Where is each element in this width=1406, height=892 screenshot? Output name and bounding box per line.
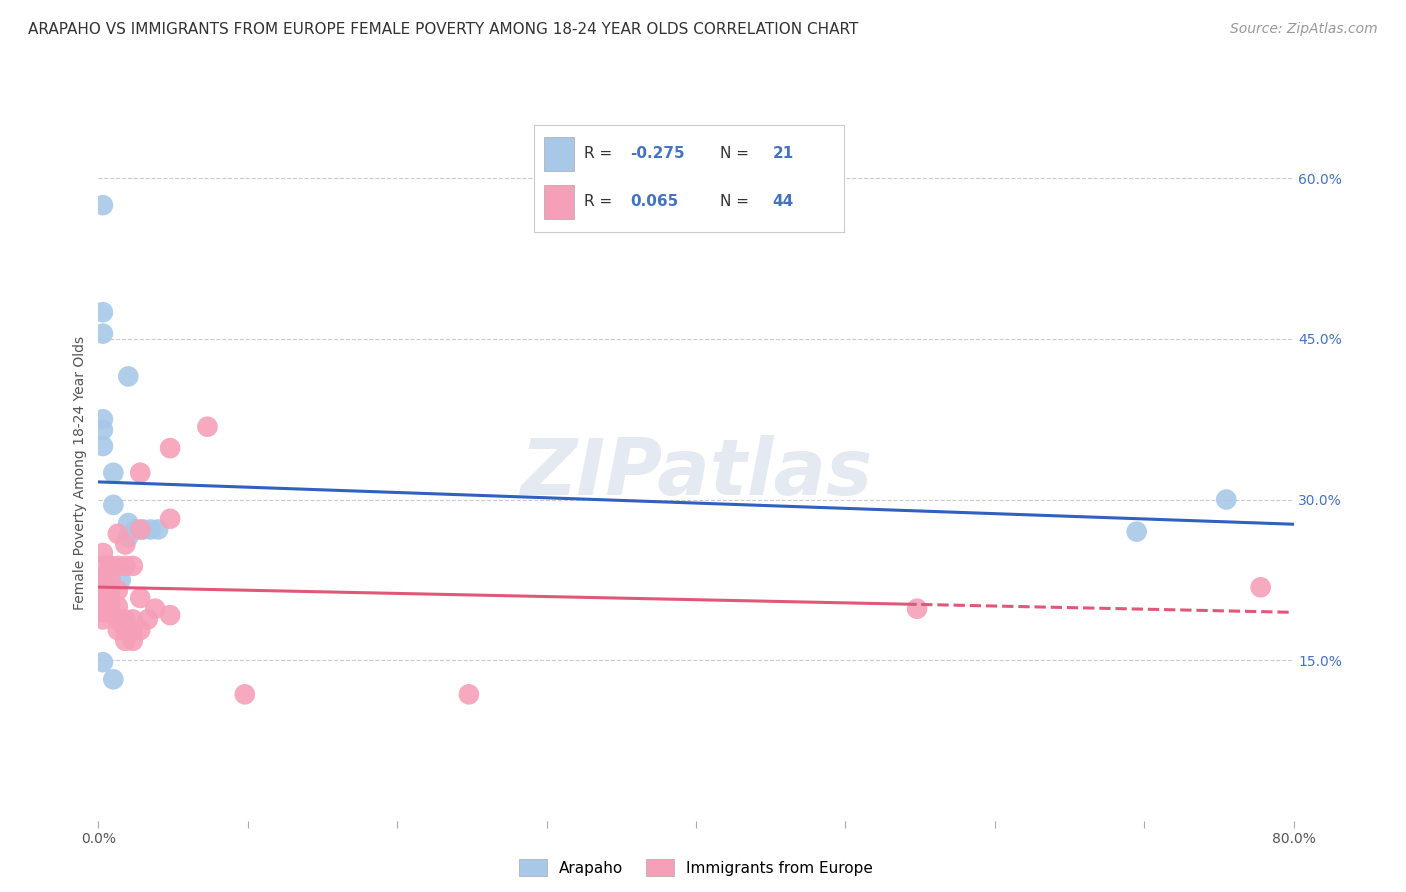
Point [107,583,129,598]
Point [91,412,114,426]
Point [100,573,122,587]
Point [107,623,129,637]
Point [91,583,114,598]
Point [129,523,152,537]
Point [114,633,136,648]
Point [100,583,122,598]
Point [121,623,143,637]
Point [121,633,143,648]
Text: R =: R = [583,146,617,161]
Point [114,558,136,573]
Point [91,546,114,560]
Text: -0.275: -0.275 [630,146,685,161]
Point [114,537,136,551]
Point [458,687,481,701]
Point [91,612,114,626]
Point [233,687,256,701]
Point [107,558,129,573]
Point [129,591,152,605]
Y-axis label: Female Poverty Among 18-24 Year Olds: Female Poverty Among 18-24 Year Olds [73,335,87,610]
Bar [544,185,575,219]
Point [129,623,152,637]
Point [117,369,139,384]
Point [129,466,152,480]
Text: N =: N = [720,146,754,161]
Point [159,608,181,623]
Point [114,612,136,626]
Point [91,326,114,341]
Point [91,605,114,619]
Point [91,573,114,587]
Point [103,498,125,512]
Point [125,523,148,537]
Point [91,576,114,591]
Point [107,599,129,614]
Point [148,523,170,537]
Point [117,530,139,544]
Point [1215,492,1237,507]
Point [159,512,181,526]
Point [91,198,114,212]
Point [121,612,143,626]
Text: 21: 21 [772,146,794,161]
Point [159,441,181,455]
Point [103,466,125,480]
Point [121,558,143,573]
Point [107,612,129,626]
Point [91,589,114,603]
Point [139,523,162,537]
Point [91,439,114,453]
Point [100,594,122,608]
Point [1250,580,1272,594]
Bar [544,136,575,171]
Point [91,594,114,608]
Point [143,601,166,615]
Text: N =: N = [720,194,754,210]
Text: ZIPatlas: ZIPatlas [520,434,872,511]
Text: 44: 44 [772,194,794,210]
Text: Source: ZipAtlas.com: Source: ZipAtlas.com [1230,22,1378,37]
Point [100,605,122,619]
Text: R =: R = [583,194,617,210]
Text: 0.065: 0.065 [630,194,679,210]
Point [107,526,129,541]
Point [91,305,114,319]
Point [91,655,114,669]
Point [91,599,114,614]
Text: ARAPAHO VS IMMIGRANTS FROM EUROPE FEMALE POVERTY AMONG 18-24 YEAR OLDS CORRELATI: ARAPAHO VS IMMIGRANTS FROM EUROPE FEMALE… [28,22,859,37]
Point [91,558,114,573]
Point [197,419,219,434]
Point [103,673,125,687]
Point [114,623,136,637]
Point [136,612,159,626]
Point [132,523,155,537]
Point [905,601,928,615]
Point [91,423,114,437]
Legend: Arapaho, Immigrants from Europe: Arapaho, Immigrants from Europe [513,853,879,882]
Point [110,573,132,587]
Point [1125,524,1147,539]
Point [100,558,122,573]
Point [91,569,114,583]
Point [117,516,139,530]
